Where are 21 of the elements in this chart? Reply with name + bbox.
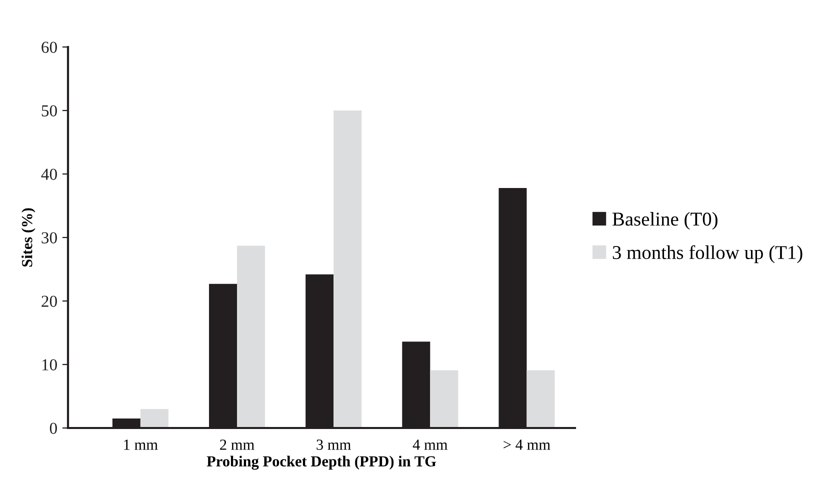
y-tick-label: 20 [42, 296, 57, 307]
y-tick-label: 0 [50, 422, 57, 434]
y-tick-label: 40 [41, 168, 57, 180]
y-tick-label: 10 [42, 359, 57, 370]
bar [334, 110, 362, 428]
x-tick-label: 4 mm [412, 440, 448, 450]
y-axis-title: Sites (%) [22, 208, 36, 267]
bar [526, 370, 555, 428]
y-tick-label: 60 [42, 42, 57, 53]
legend-label: Baseline (T0) [612, 212, 718, 230]
y-tick-label: 50 [42, 105, 57, 116]
bar [237, 246, 266, 428]
bar [430, 370, 458, 428]
legend-label: 3 months follow up (T1) [612, 245, 802, 264]
x-axis-title: Probing Pocket Depth (PPD) in TG [206, 456, 436, 470]
y-tick-label: 30 [42, 232, 57, 244]
x-tick-label: > 4 mm [504, 440, 550, 450]
x-tick-label: 2 mm [220, 440, 254, 450]
x-tick-label: 3 mm [316, 440, 351, 450]
bar [140, 408, 168, 428]
x-tick-label: 1 mm [124, 440, 158, 450]
